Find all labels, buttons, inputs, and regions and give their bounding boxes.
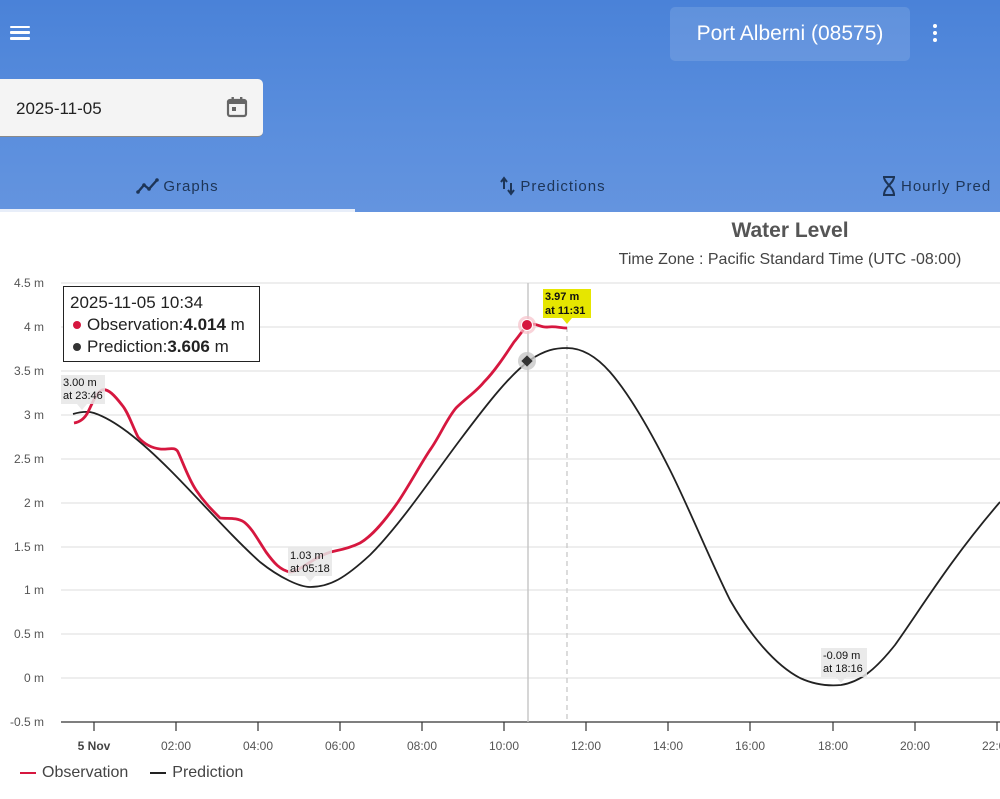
x-tick: 10:00 xyxy=(489,739,519,753)
tooltip-prediction-row: Prediction:3.606 m xyxy=(70,336,253,358)
hourglass-icon xyxy=(883,176,895,196)
prediction-series xyxy=(72,347,1000,687)
svg-text:at 18:16: at 18:16 xyxy=(823,663,863,675)
hamburger-menu-icon[interactable] xyxy=(10,22,36,48)
annotation-low-2: -0.09 m at 18:16 xyxy=(821,648,867,683)
x-tick: 20:00 xyxy=(900,739,930,753)
x-tick: 14:00 xyxy=(653,739,683,753)
station-selector-button[interactable]: Port Alberni (08575) xyxy=(670,7,910,61)
svg-text:at 05:18: at 05:18 xyxy=(290,563,330,575)
y-tick: -0.5 m xyxy=(10,715,44,729)
annotation-latest-observation: 3.97 m at 11:31 xyxy=(543,289,591,324)
svg-text:-0.09 m: -0.09 m xyxy=(823,650,860,662)
svg-text:at 11:31: at 11:31 xyxy=(545,305,585,317)
tab-hourly-predictions[interactable]: Hourly Pred xyxy=(880,160,1000,212)
tooltip-observation-row: Observation:4.014 m xyxy=(70,314,253,336)
x-tick: 5 Nov xyxy=(78,739,111,753)
tab-graphs-label: Graphs xyxy=(163,177,219,195)
y-tick: 4.5 m xyxy=(14,276,44,290)
date-field[interactable] xyxy=(0,79,263,137)
line-chart-icon xyxy=(136,178,160,194)
tab-predictions-label: Predictions xyxy=(520,177,606,195)
x-tick: 04:00 xyxy=(243,739,273,753)
chart-subtitle: Time Zone : Pacific Standard Time (UTC -… xyxy=(618,251,962,268)
x-tick: 18:00 xyxy=(818,739,848,753)
x-axis-ticks xyxy=(93,722,998,731)
svg-text:1.03 m: 1.03 m xyxy=(290,550,324,562)
observation-swatch-icon xyxy=(20,771,36,775)
y-tick: 1.5 m xyxy=(14,540,44,554)
chart-legend: Observation Prediction xyxy=(20,764,265,782)
svg-text:3.97 m: 3.97 m xyxy=(545,291,579,303)
y-tick: 4 m xyxy=(24,320,44,334)
annotation-low-1: 1.03 m at 05:18 xyxy=(288,547,332,582)
y-tick: 2 m xyxy=(24,496,44,510)
y-tick: 3 m xyxy=(24,408,44,422)
y-tick: 3.5 m xyxy=(14,364,44,378)
calendar-icon[interactable] xyxy=(226,96,248,118)
svg-text:at 23:46: at 23:46 xyxy=(63,390,103,402)
y-tick: 0.5 m xyxy=(14,627,44,641)
app-header: Port Alberni (08575) Graphs P xyxy=(0,0,1000,212)
y-axis-labels: 4.5 m 4 m 3.5 m 3 m 2.5 m 2 m 1.5 m 1 m … xyxy=(10,276,44,729)
prediction-hover-marker xyxy=(521,355,533,367)
tab-graphs[interactable]: Graphs xyxy=(0,160,355,212)
legend-observation[interactable]: Observation xyxy=(20,764,128,782)
x-tick: 08:00 xyxy=(407,739,437,753)
water-level-chart[interactable]: 4.5 m 4 m 3.5 m 3 m 2.5 m 2 m 1.5 m 1 m … xyxy=(0,212,1000,799)
x-tick: 22:00 xyxy=(982,739,1000,753)
x-tick: 12:00 xyxy=(571,739,601,753)
chart-tooltip: 2025-11-05 10:34 Observation:4.014 m Pre… xyxy=(63,286,260,362)
x-tick: 16:00 xyxy=(735,739,765,753)
svg-text:3.00 m: 3.00 m xyxy=(63,377,97,389)
tooltip-datetime: 2025-11-05 10:34 xyxy=(70,293,203,312)
prediction-dot-icon xyxy=(73,343,81,351)
date-input[interactable] xyxy=(16,97,206,121)
observation-series xyxy=(73,322,568,574)
x-tick: 02:00 xyxy=(161,739,191,753)
tooltip-prediction-value: 3.606 xyxy=(167,337,210,356)
annotation-high-1: 3.00 m at 23:46 xyxy=(61,375,105,410)
legend-prediction[interactable]: Prediction xyxy=(150,764,243,782)
tab-hourly-label: Hourly Pred xyxy=(901,177,992,195)
observation-dot-icon xyxy=(73,321,81,329)
x-tick: 06:00 xyxy=(325,739,355,753)
station-label: Port Alberni (08575) xyxy=(696,22,884,45)
y-tick: 0 m xyxy=(24,671,44,685)
arrows-up-down-icon xyxy=(500,176,516,196)
chart-title: Water Level xyxy=(731,219,849,242)
x-axis-labels: 5 Nov 02:00 04:00 06:00 08:00 10:00 12:0… xyxy=(78,739,1000,753)
y-tick: 2.5 m xyxy=(14,452,44,466)
prediction-swatch-icon xyxy=(150,771,167,775)
y-tick: 1 m xyxy=(24,583,44,597)
kebab-vertical-icon[interactable] xyxy=(928,24,942,46)
tooltip-observation-value: 4.014 xyxy=(183,315,226,334)
tab-bar: Graphs Predictions Hourly Pred xyxy=(0,160,1000,212)
tab-predictions[interactable]: Predictions xyxy=(355,160,750,212)
observation-hover-marker xyxy=(521,319,533,331)
